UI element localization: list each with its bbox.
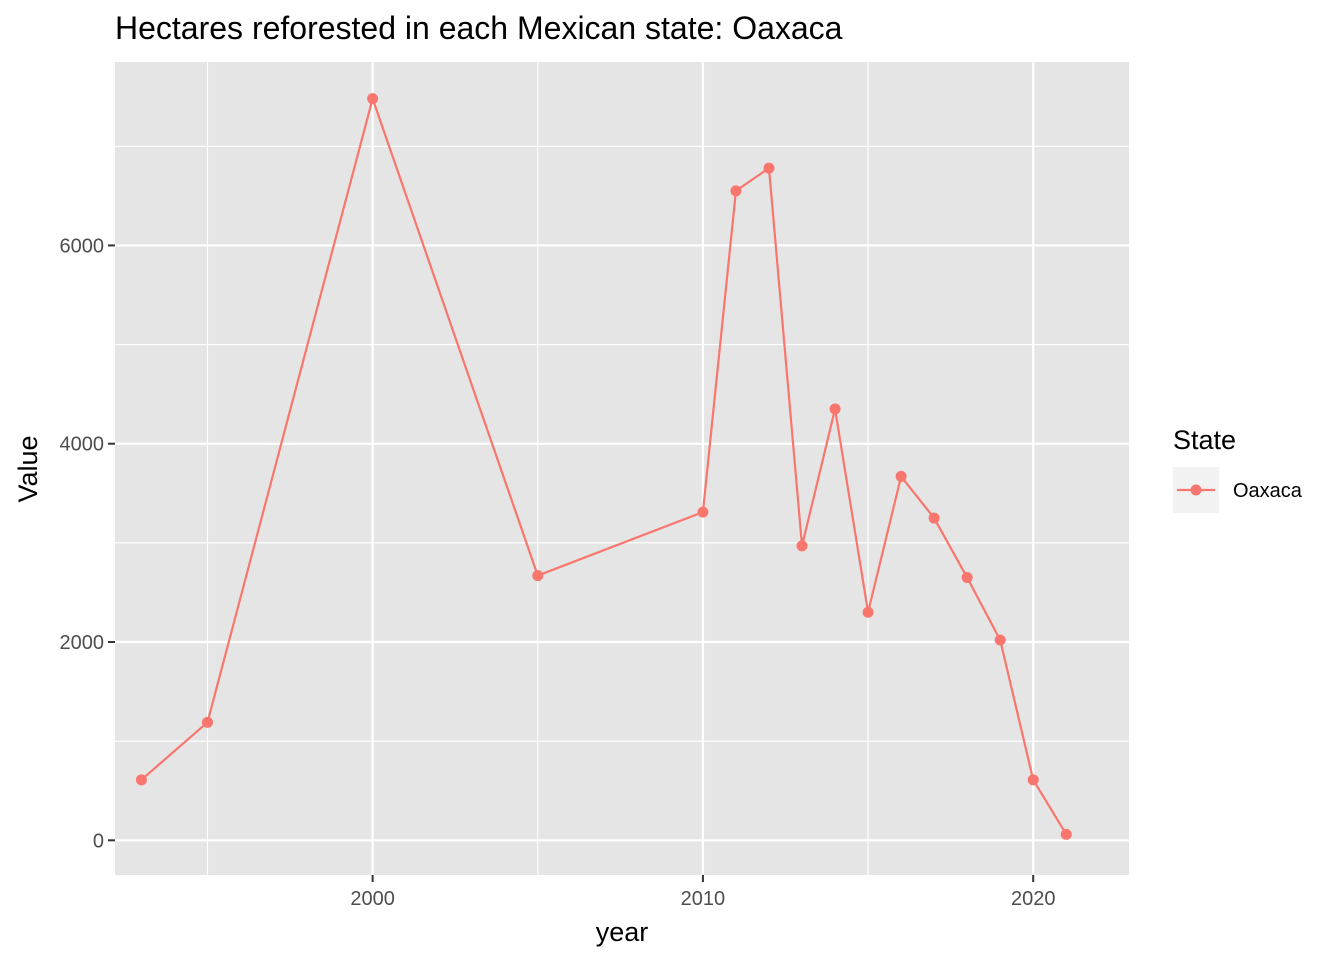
data-point xyxy=(961,572,973,584)
data-point xyxy=(1027,774,1039,786)
x-tick-label: 2000 xyxy=(350,888,395,910)
data-point xyxy=(895,470,907,482)
data-point xyxy=(367,93,379,105)
data-point xyxy=(135,774,147,786)
legend-key-point xyxy=(1190,484,1202,496)
x-tick-label: 2020 xyxy=(1011,888,1056,910)
x-tick-label: 2010 xyxy=(681,888,726,910)
plot-panel xyxy=(115,62,1129,875)
y-tick-label: 2000 xyxy=(60,632,105,654)
y-tick-label: 4000 xyxy=(60,434,105,456)
data-point xyxy=(862,606,874,618)
major-gridlines xyxy=(115,62,1129,875)
y-tick-label: 6000 xyxy=(60,235,105,257)
y-axis: 0 2000 4000 6000 xyxy=(60,235,115,852)
legend: State Oaxaca xyxy=(1173,425,1303,513)
x-axis: 2000 2010 2020 xyxy=(350,875,1055,910)
data-point xyxy=(201,716,213,728)
data-point xyxy=(994,634,1006,646)
data-point xyxy=(730,185,742,197)
x-axis-title: year xyxy=(596,917,649,947)
legend-title: State xyxy=(1173,425,1236,455)
legend-label-oaxaca: Oaxaca xyxy=(1233,480,1303,502)
series-line-oaxaca xyxy=(140,97,1068,835)
y-tick-label: 0 xyxy=(93,830,104,852)
chart-title: Hectares reforested in each Mexican stat… xyxy=(115,10,843,46)
series-layer xyxy=(135,93,1072,840)
data-point xyxy=(829,403,841,415)
y-axis-title: Value xyxy=(13,435,43,502)
data-point xyxy=(1060,828,1072,840)
data-point xyxy=(532,570,544,582)
data-point xyxy=(697,506,709,518)
data-point xyxy=(796,540,808,552)
data-point xyxy=(928,512,940,524)
data-point xyxy=(763,162,775,174)
